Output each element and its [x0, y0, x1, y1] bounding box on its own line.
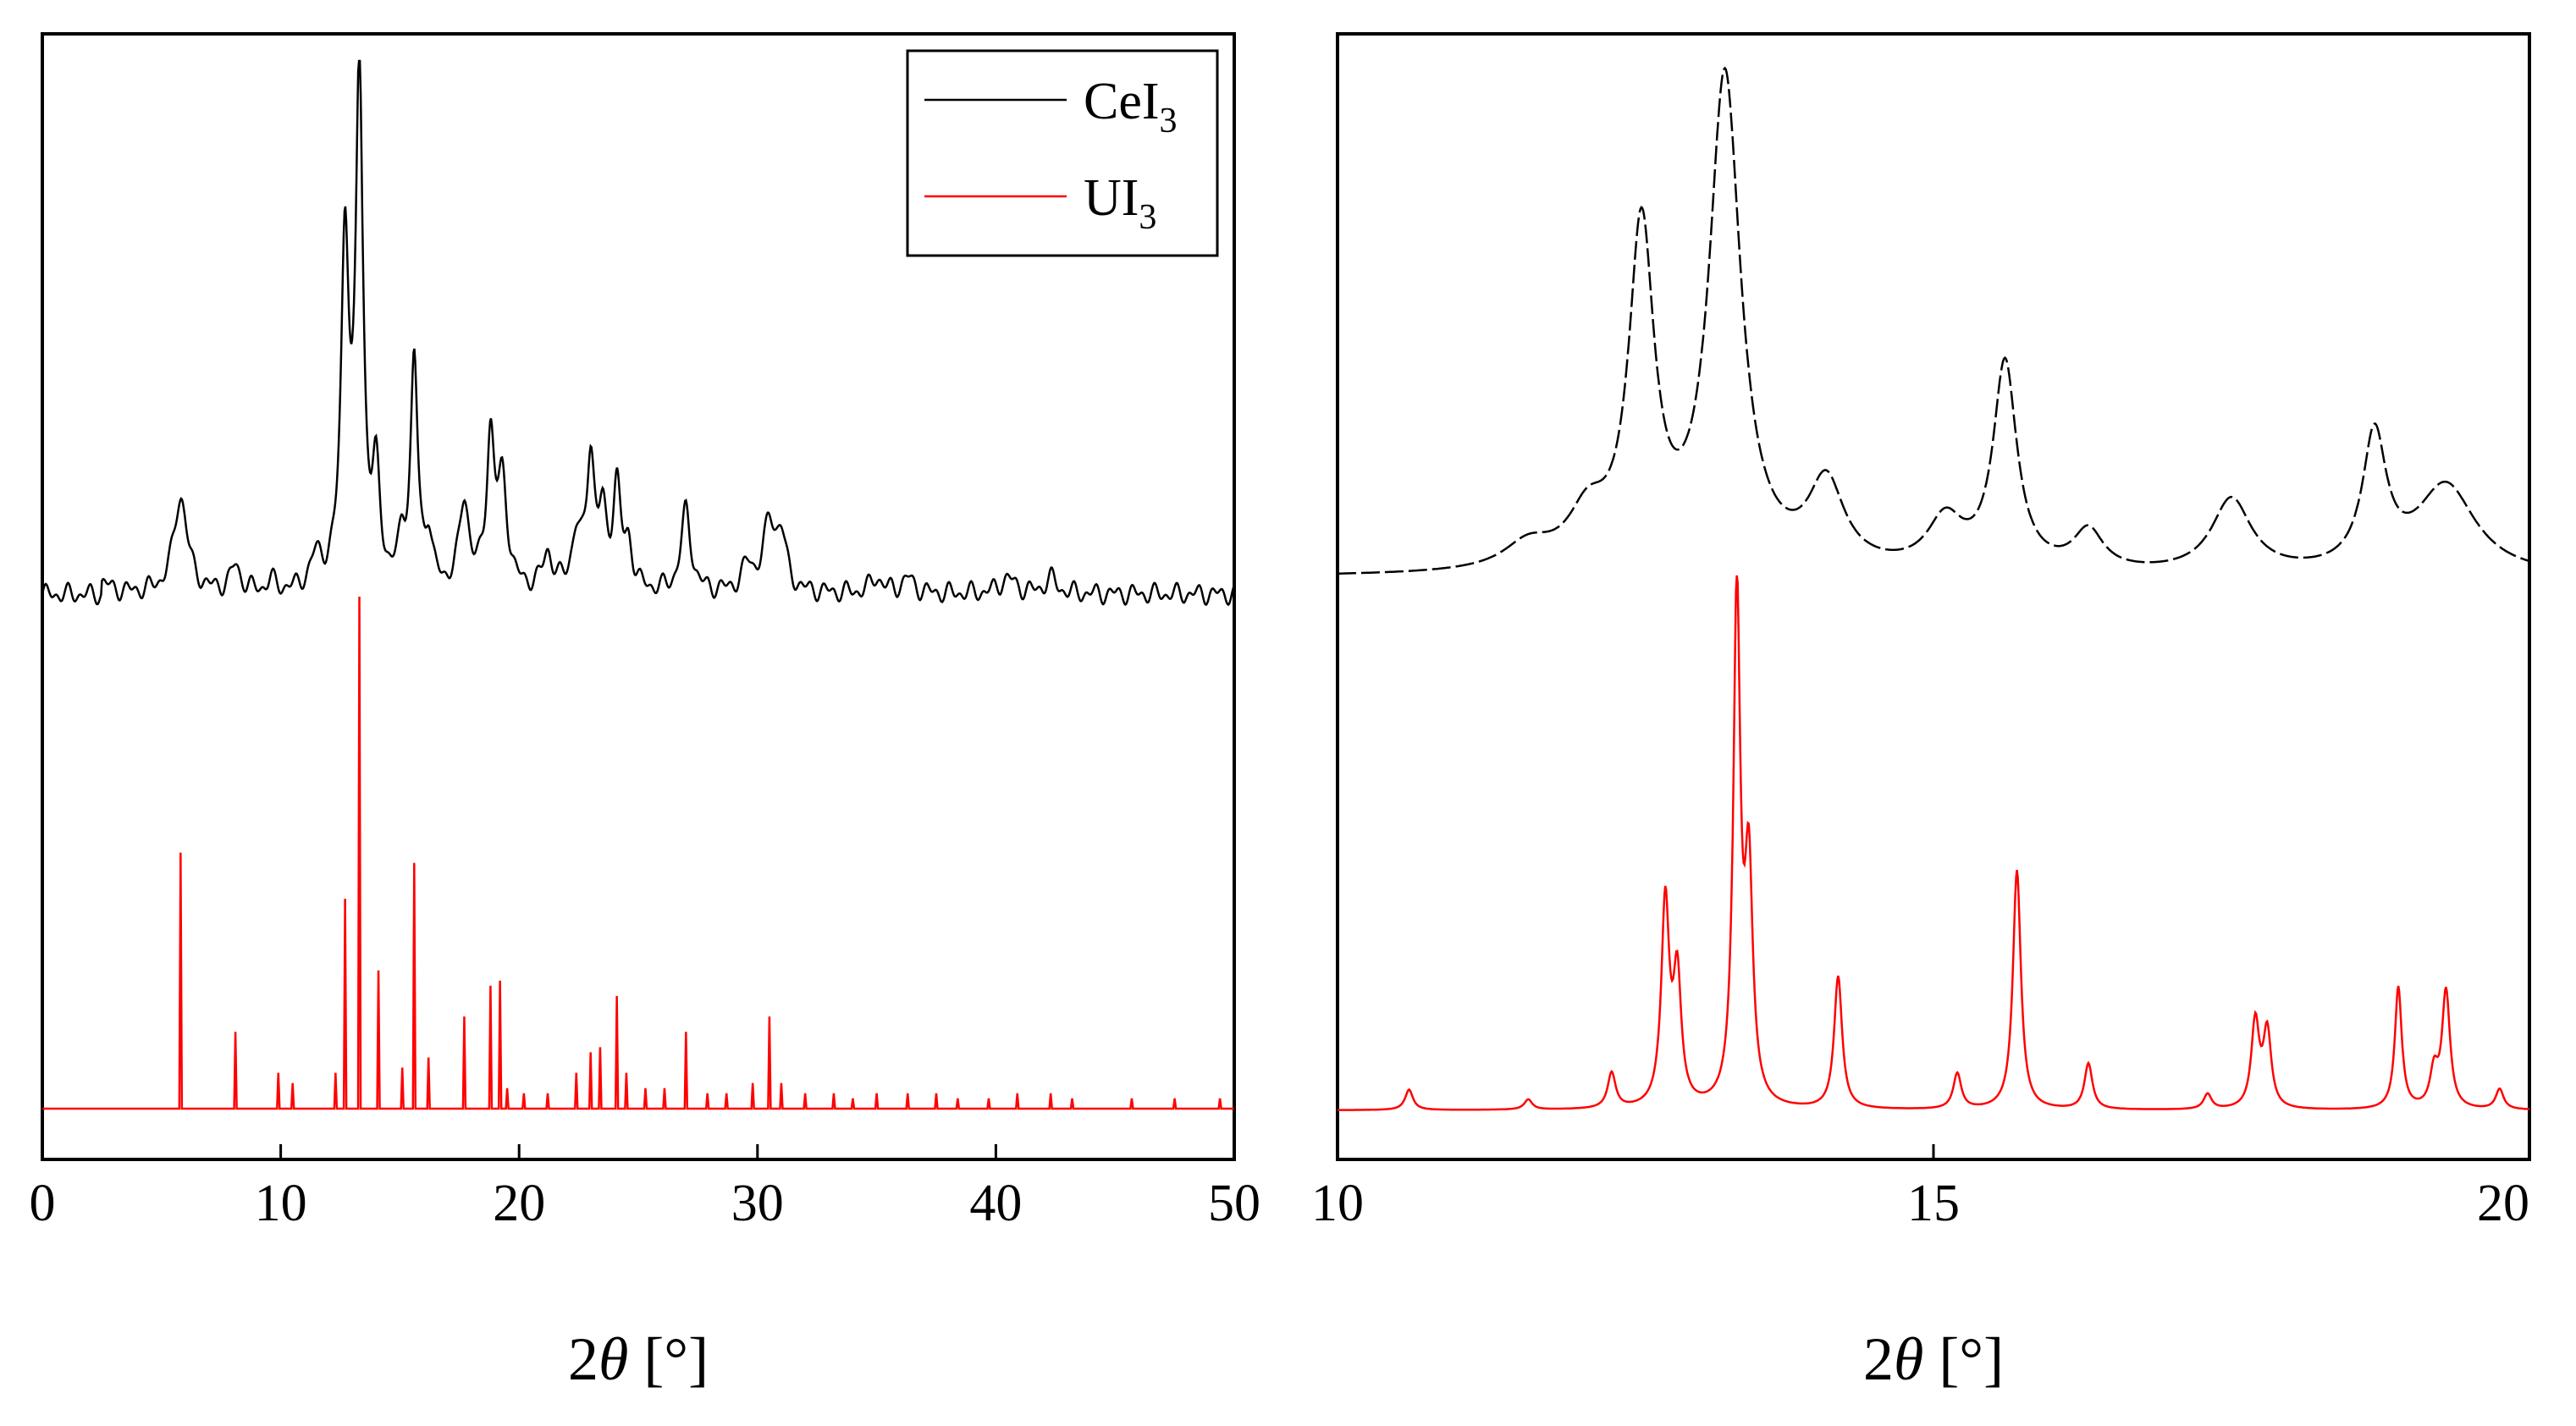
right-x-axis-title-prefix: 2: [1863, 1325, 1894, 1393]
legend: CeI3 UI3: [906, 49, 1219, 257]
left-x-tick-label-40: 40: [969, 1175, 1022, 1232]
left-x-axis-title: 2θ [°]: [568, 1325, 709, 1393]
left-cei3-pattern-line: [41, 59, 1236, 607]
right-x-tick-label-20: 20: [2477, 1175, 2529, 1232]
right-x-axis-title-theta: θ: [1894, 1325, 1923, 1393]
left-plot-frame: [41, 32, 1236, 1161]
right-x-tick-label-15: 15: [1907, 1175, 1960, 1232]
legend-label-ui3: UI3: [1084, 169, 1156, 237]
left-x-tick-label-0: 0: [30, 1175, 56, 1232]
right-panel: 10 15 20 2θ [°]: [1311, 32, 2531, 1393]
left-x-axis-title-unit: [°]: [628, 1325, 709, 1393]
right-x-axis-title-unit: [°]: [1923, 1325, 2004, 1393]
left-x-tick-label-50: 50: [1208, 1175, 1260, 1232]
left-ui3-pattern-line: [42, 596, 1234, 1110]
legend-label-ui3-sub: 3: [1139, 198, 1156, 237]
right-x-tick-label-10: 10: [1311, 1175, 1364, 1232]
left-x-axis-title-theta: θ: [598, 1325, 628, 1393]
legend-label-cei3: CeI3: [1084, 73, 1178, 140]
right-x-axis-title: 2θ [°]: [1863, 1325, 2004, 1393]
legend-label-cei3-sub: 3: [1160, 102, 1178, 140]
right-plot-frame: [1336, 32, 2531, 1161]
left-x-tick-label-30: 30: [731, 1175, 784, 1232]
right-cei3-pattern-line: [1337, 66, 2530, 575]
left-x-tick-label-10: 10: [255, 1175, 307, 1232]
left-x-ticks: [41, 1144, 1236, 1159]
right-x-ticks: [1336, 1144, 2531, 1159]
right-ui3-pattern-line: [1338, 575, 2530, 1111]
right-x-tick-labels: 10 15 20: [1311, 1175, 2529, 1232]
legend-box: [906, 49, 1219, 257]
left-x-tick-label-20: 20: [493, 1175, 545, 1232]
legend-label-cei3-base: CeI: [1084, 73, 1160, 130]
left-x-tick-labels: 0 10 20 30 40 50: [30, 1175, 1261, 1232]
left-panel: 0 10 20 30 40 50 2θ [°] CeI3 UI3: [30, 32, 1261, 1393]
legend-label-ui3-base: UI: [1084, 169, 1139, 227]
left-x-axis-title-prefix: 2: [568, 1325, 598, 1393]
